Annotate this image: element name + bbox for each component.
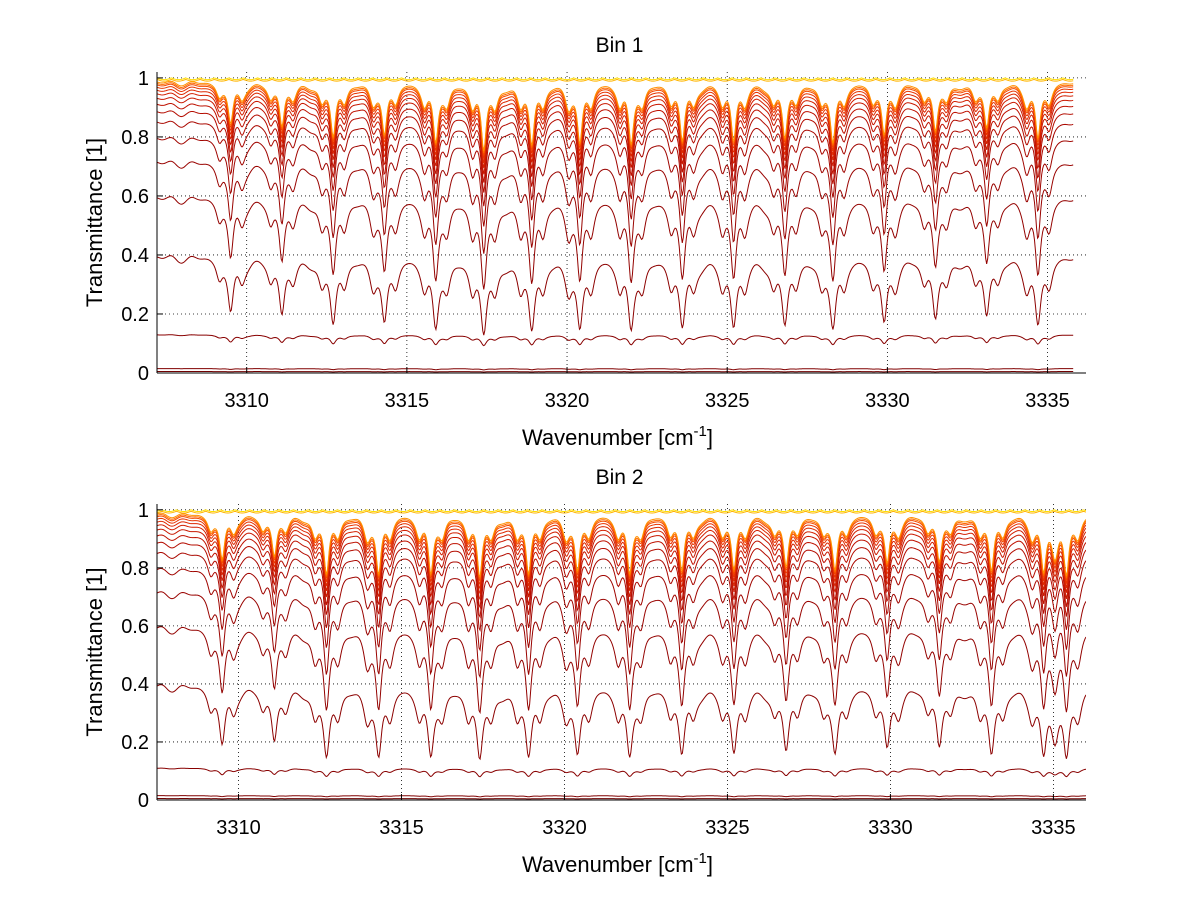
- y-tick-label: 0.8: [121, 558, 149, 580]
- y-tick-label: 0.6: [121, 186, 149, 208]
- y-tick-label: 1: [138, 500, 149, 522]
- x-axis-label-end: ]: [707, 425, 713, 450]
- y-axis-label: Transmittance [1]: [82, 138, 107, 307]
- x-axis-label-end: ]: [707, 852, 713, 877]
- y-tick-label: 0.2: [121, 304, 149, 326]
- y-tick-label: 0.4: [121, 674, 149, 696]
- x-tick-label: 3320: [545, 390, 590, 412]
- x-tick-label: 3335: [1031, 817, 1076, 839]
- x-axis-label-superscript: -1: [694, 423, 707, 440]
- x-tick-label: 3325: [705, 390, 750, 412]
- chart-title: Bin 1: [596, 34, 644, 57]
- x-axis-label-text: Wavenumber [cm: [522, 425, 694, 450]
- y-tick-label: 1: [138, 68, 149, 90]
- x-tick-label: 3310: [224, 390, 269, 412]
- x-tick-label: 3330: [868, 817, 913, 839]
- y-tick-label: 0.4: [121, 245, 149, 267]
- y-tick-label: 0.8: [121, 127, 149, 149]
- x-tick-label: 3325: [705, 817, 750, 839]
- x-axis-label: Wavenumber [cm-1]: [522, 850, 713, 877]
- x-tick-label: 3335: [1025, 390, 1070, 412]
- x-tick-label: 3330: [865, 390, 910, 412]
- x-axis-label-superscript: -1: [694, 850, 707, 867]
- x-axis-label: Wavenumber [cm-1]: [522, 423, 713, 450]
- x-tick-label: 3310: [216, 817, 261, 839]
- y-tick-label: 0: [138, 363, 149, 385]
- x-tick-label: 3320: [542, 817, 587, 839]
- x-axis-label-text: Wavenumber [cm: [522, 852, 694, 877]
- x-tick-label: 3315: [385, 390, 430, 412]
- y-tick-label: 0.6: [121, 616, 149, 638]
- y-tick-label: 0: [138, 790, 149, 812]
- y-tick-label: 0.2: [121, 732, 149, 754]
- y-axis-label: Transmittance [1]: [82, 567, 107, 736]
- chart-title: Bin 2: [596, 466, 644, 489]
- x-tick-label: 3315: [379, 817, 424, 839]
